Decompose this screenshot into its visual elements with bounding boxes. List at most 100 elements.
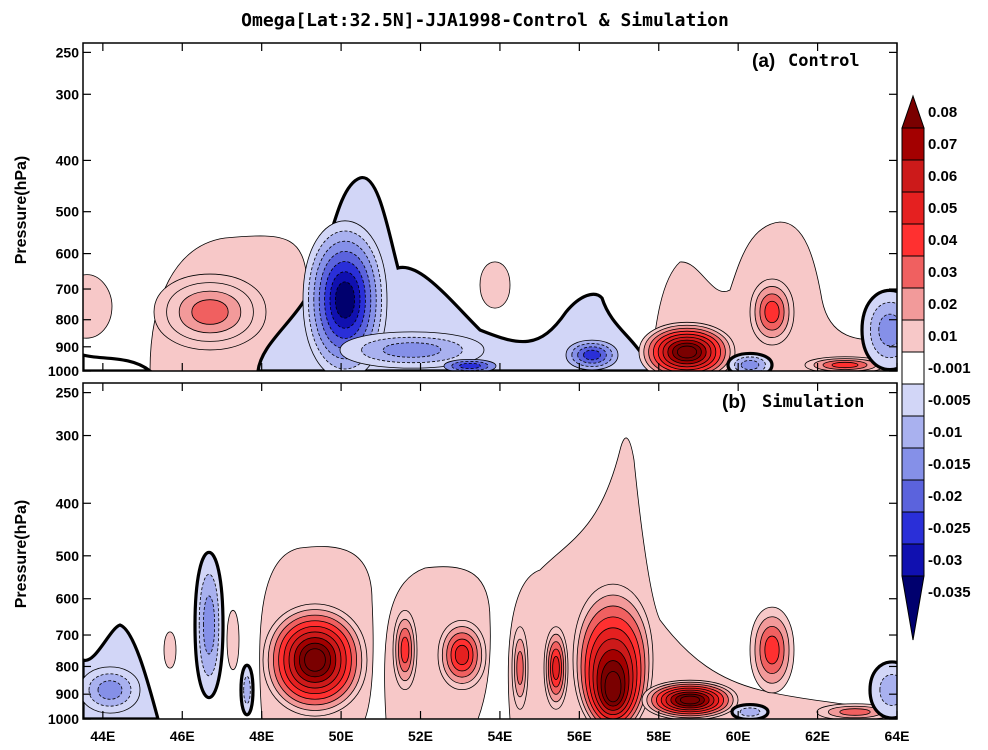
y-tick-1000-b: 1000	[48, 711, 897, 727]
y-tick-900-a: 900	[56, 339, 897, 355]
contour-positive-52e-sim	[384, 566, 491, 719]
contour-positive-46e	[149, 235, 309, 371]
contour-positive-52e-isolated	[479, 261, 511, 309]
colorbar-label: 0.05	[928, 200, 957, 217]
x-tick-54E: 54E	[487, 43, 512, 744]
colorbar-swatch	[901, 287, 925, 321]
colorbar-swatch	[901, 319, 925, 353]
colorbar-swatch	[901, 127, 925, 161]
y-tick-700-a: 700	[56, 281, 897, 297]
colorbar-label: -0.025	[928, 520, 971, 537]
panel-b-letter: (b)	[722, 392, 746, 413]
y-tick-label: 800	[56, 312, 80, 328]
y-tick-300-b: 300	[56, 428, 897, 444]
panel-simulation: (b) Simulation 250 300 400 500 600 700 800 900 1…	[13, 382, 898, 727]
y-tick-label: 500	[56, 548, 80, 564]
colorbar-swatch	[901, 351, 925, 385]
y-axis-label-a: Pressure(hPa)	[13, 156, 30, 265]
x-tick-60E: 60E	[726, 43, 751, 744]
x-tick-label: 54E	[487, 728, 512, 744]
contour-positive-48e-sim	[163, 546, 374, 719]
x-tick-label: 64E	[885, 728, 910, 744]
y-tick-label: 400	[56, 495, 80, 511]
y-axis-label-b: Pressure(hPa)	[13, 500, 30, 609]
y-tick-label: 900	[56, 339, 80, 355]
y-tick-400-a: 400	[56, 152, 897, 168]
x-tick-50E: 50E	[329, 43, 354, 744]
colorbar-label: 0.04	[928, 232, 958, 249]
y-tick-500-b: 500	[56, 548, 897, 564]
y-tick-800-b: 800	[56, 658, 897, 674]
x-tick-62E: 62E	[805, 43, 830, 744]
colorbar-label: 0.06	[928, 168, 957, 185]
x-tick-label: 62E	[805, 728, 830, 744]
y-tick-label: 250	[56, 44, 80, 60]
x-tick-48E: 48E	[249, 43, 274, 744]
colorbar: 0.08 0.07 0.06 0.05 0.04 0.03 0.02 0.01 -0.001 -0…	[901, 94, 971, 641]
y-tick-label: 500	[56, 204, 80, 220]
panel-a-name: Control	[788, 51, 860, 71]
x-tick-46E: 46E	[170, 43, 195, 744]
panel-a-letter: (a)	[752, 51, 775, 72]
contour-negative-60e	[726, 289, 897, 371]
contour-negative-44e-sim	[83, 623, 160, 719]
y-tick-1000-a: 1000	[48, 363, 897, 379]
x-tick-58E: 58E	[646, 43, 671, 744]
x-tick-label: 48E	[249, 728, 274, 744]
colorbar-label: 0.03	[928, 264, 957, 281]
contour-negative-60e-sim	[730, 660, 897, 719]
colorbar-swatch	[901, 511, 925, 545]
x-tick-label: 50E	[329, 728, 354, 744]
colorbar-label: 0.02	[928, 296, 957, 313]
y-tick-label: 600	[56, 591, 80, 607]
y-tick-300-a: 300	[56, 86, 897, 102]
y-tick-label: 300	[56, 86, 80, 102]
colorbar-label: 0.08	[928, 104, 957, 121]
y-tick-label: 700	[56, 627, 80, 643]
contour-negative-50e	[256, 176, 652, 371]
chart-title: Omega[Lat:32.5N]-JJA1998-Control & Simul…	[241, 10, 729, 31]
colorbar-swatch	[901, 543, 925, 577]
colorbar-swatch	[901, 479, 925, 513]
colorbar-min-arrow	[901, 575, 925, 641]
x-tick-64E: 64E	[885, 43, 910, 744]
y-tick-800-a: 800	[56, 312, 897, 328]
x-tick-label: 60E	[726, 728, 751, 744]
x-tick-label: 44E	[90, 728, 115, 744]
colorbar-swatch	[901, 191, 925, 225]
colorbar-label: -0.01	[928, 424, 962, 441]
colorbar-swatch	[901, 415, 925, 449]
contour-positive-44e	[83, 274, 113, 339]
colorbar-label: -0.015	[928, 456, 971, 473]
y-tick-label: 1000	[48, 711, 79, 727]
x-tick-52E: 52E	[408, 43, 433, 744]
panel-b-name: Simulation	[762, 392, 864, 412]
x-tick-56E: 56E	[567, 43, 592, 744]
y-tick-400-b: 400	[56, 495, 897, 511]
contour-positive-56e-sim	[507, 437, 897, 719]
colorbar-swatch	[901, 383, 925, 417]
y-tick-label: 300	[56, 428, 80, 444]
colorbar-swatch	[901, 159, 925, 193]
y-tick-500-a: 500	[56, 204, 897, 220]
y-tick-700-b: 700	[56, 627, 897, 643]
y-tick-250-b: 250	[56, 385, 897, 401]
x-tick-label: 52E	[408, 728, 433, 744]
colorbar-swatch	[901, 223, 925, 257]
x-tick-label: 46E	[170, 728, 195, 744]
y-tick-600-a: 600	[56, 246, 897, 262]
colorbar-label: 0.01	[928, 328, 957, 345]
colorbar-label: -0.005	[928, 392, 971, 409]
colorbar-max-arrow	[901, 94, 925, 129]
y-tick-250-a: 250	[56, 44, 897, 60]
colorbar-label: -0.02	[928, 488, 962, 505]
contour-negative-46e-sim	[193, 551, 255, 717]
colorbar-label: -0.035	[928, 584, 971, 601]
y-tick-label: 700	[56, 281, 80, 297]
y-tick-label: 900	[56, 686, 80, 702]
y-tick-label: 1000	[48, 363, 79, 379]
colorbar-label: 0.07	[928, 136, 957, 153]
colorbar-swatch	[901, 447, 925, 481]
panel-control: (a) Control 250 300 400 500 600 700 800 900 1000…	[13, 42, 898, 379]
